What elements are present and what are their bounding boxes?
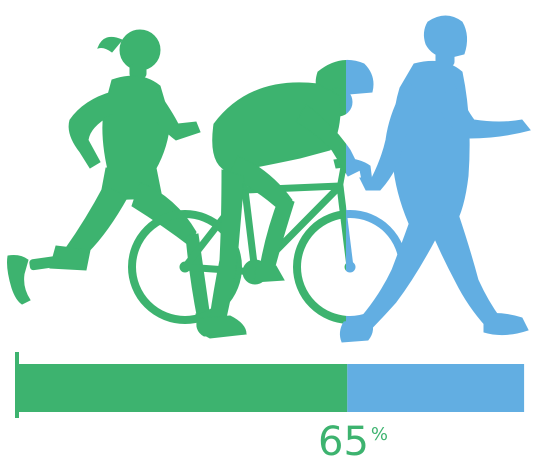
walker-figure xyxy=(339,15,531,343)
progress-percentage-value: 65 xyxy=(318,419,369,465)
progress-bar-fill xyxy=(19,364,348,412)
progress-bar xyxy=(15,352,525,418)
progress-percentage-label: 65 % xyxy=(318,422,388,466)
runner-figure xyxy=(7,29,247,339)
progress-percentage-unit: % xyxy=(370,424,389,445)
progress-bar-remaining xyxy=(347,364,525,412)
cyclist-figure-green-part xyxy=(132,60,403,336)
progress-bar-start-tick xyxy=(15,352,19,418)
